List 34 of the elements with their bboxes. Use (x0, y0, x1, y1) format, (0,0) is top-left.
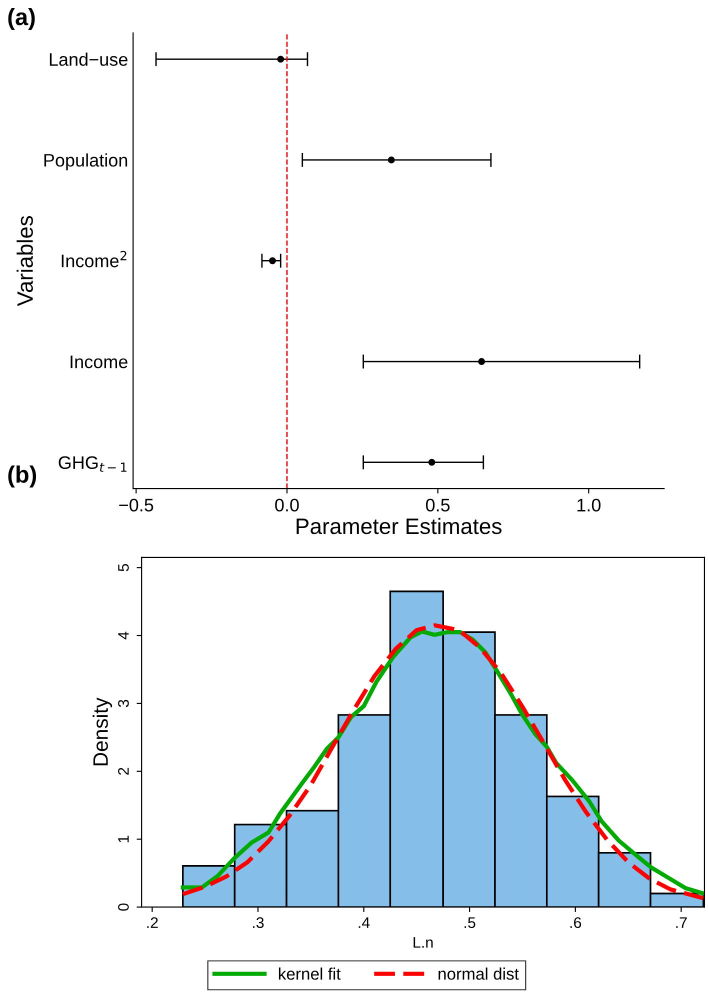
y-axis-title: Variables (16, 216, 33, 306)
x-tick-label: .2 (147, 917, 158, 928)
point (277, 56, 284, 63)
x-tick-label: 0.5 (426, 498, 450, 512)
y-tick-label: 2 (118, 768, 129, 775)
point (388, 156, 395, 164)
y-tick-label: 5 (118, 564, 129, 572)
y-tick-label: Income$^{2}$ (62, 250, 126, 268)
point (478, 358, 486, 365)
y-tick-label: Population (44, 153, 128, 170)
x-tick-label: .6 (570, 917, 582, 928)
point (428, 458, 436, 466)
x-tick-label: .3 (253, 917, 264, 928)
chart-title: (b) (8, 466, 36, 488)
x-tick-label: 1.0 (578, 498, 601, 512)
y-tick-label: Land−use (50, 52, 128, 66)
x-tick-label: .5 (464, 917, 476, 928)
y-tick-label: 0 (118, 903, 129, 911)
x-axis-title: Parameter Estimates (296, 518, 502, 534)
chart-title: (a) (8, 8, 35, 30)
y-axis-title: Density (92, 698, 112, 766)
y-tick-label: 4 (118, 632, 129, 640)
legend-label: normal dist (438, 968, 519, 980)
x-tick-label: .4 (358, 917, 370, 928)
y-tick-label: 3 (118, 700, 129, 708)
x-axis-title: L.n (414, 937, 433, 948)
y-tick-label: GHG$_{t−1}$ (58, 456, 126, 472)
y-tick-label: 1 (118, 836, 129, 842)
x-tick-label: −0.5 (119, 498, 154, 512)
y-tick-label: Income (70, 356, 128, 368)
x-tick-label: .7 (676, 917, 687, 928)
x-tick-label: 0.0 (275, 498, 299, 512)
point (269, 257, 276, 264)
legend-label: kernel fit (278, 968, 341, 980)
